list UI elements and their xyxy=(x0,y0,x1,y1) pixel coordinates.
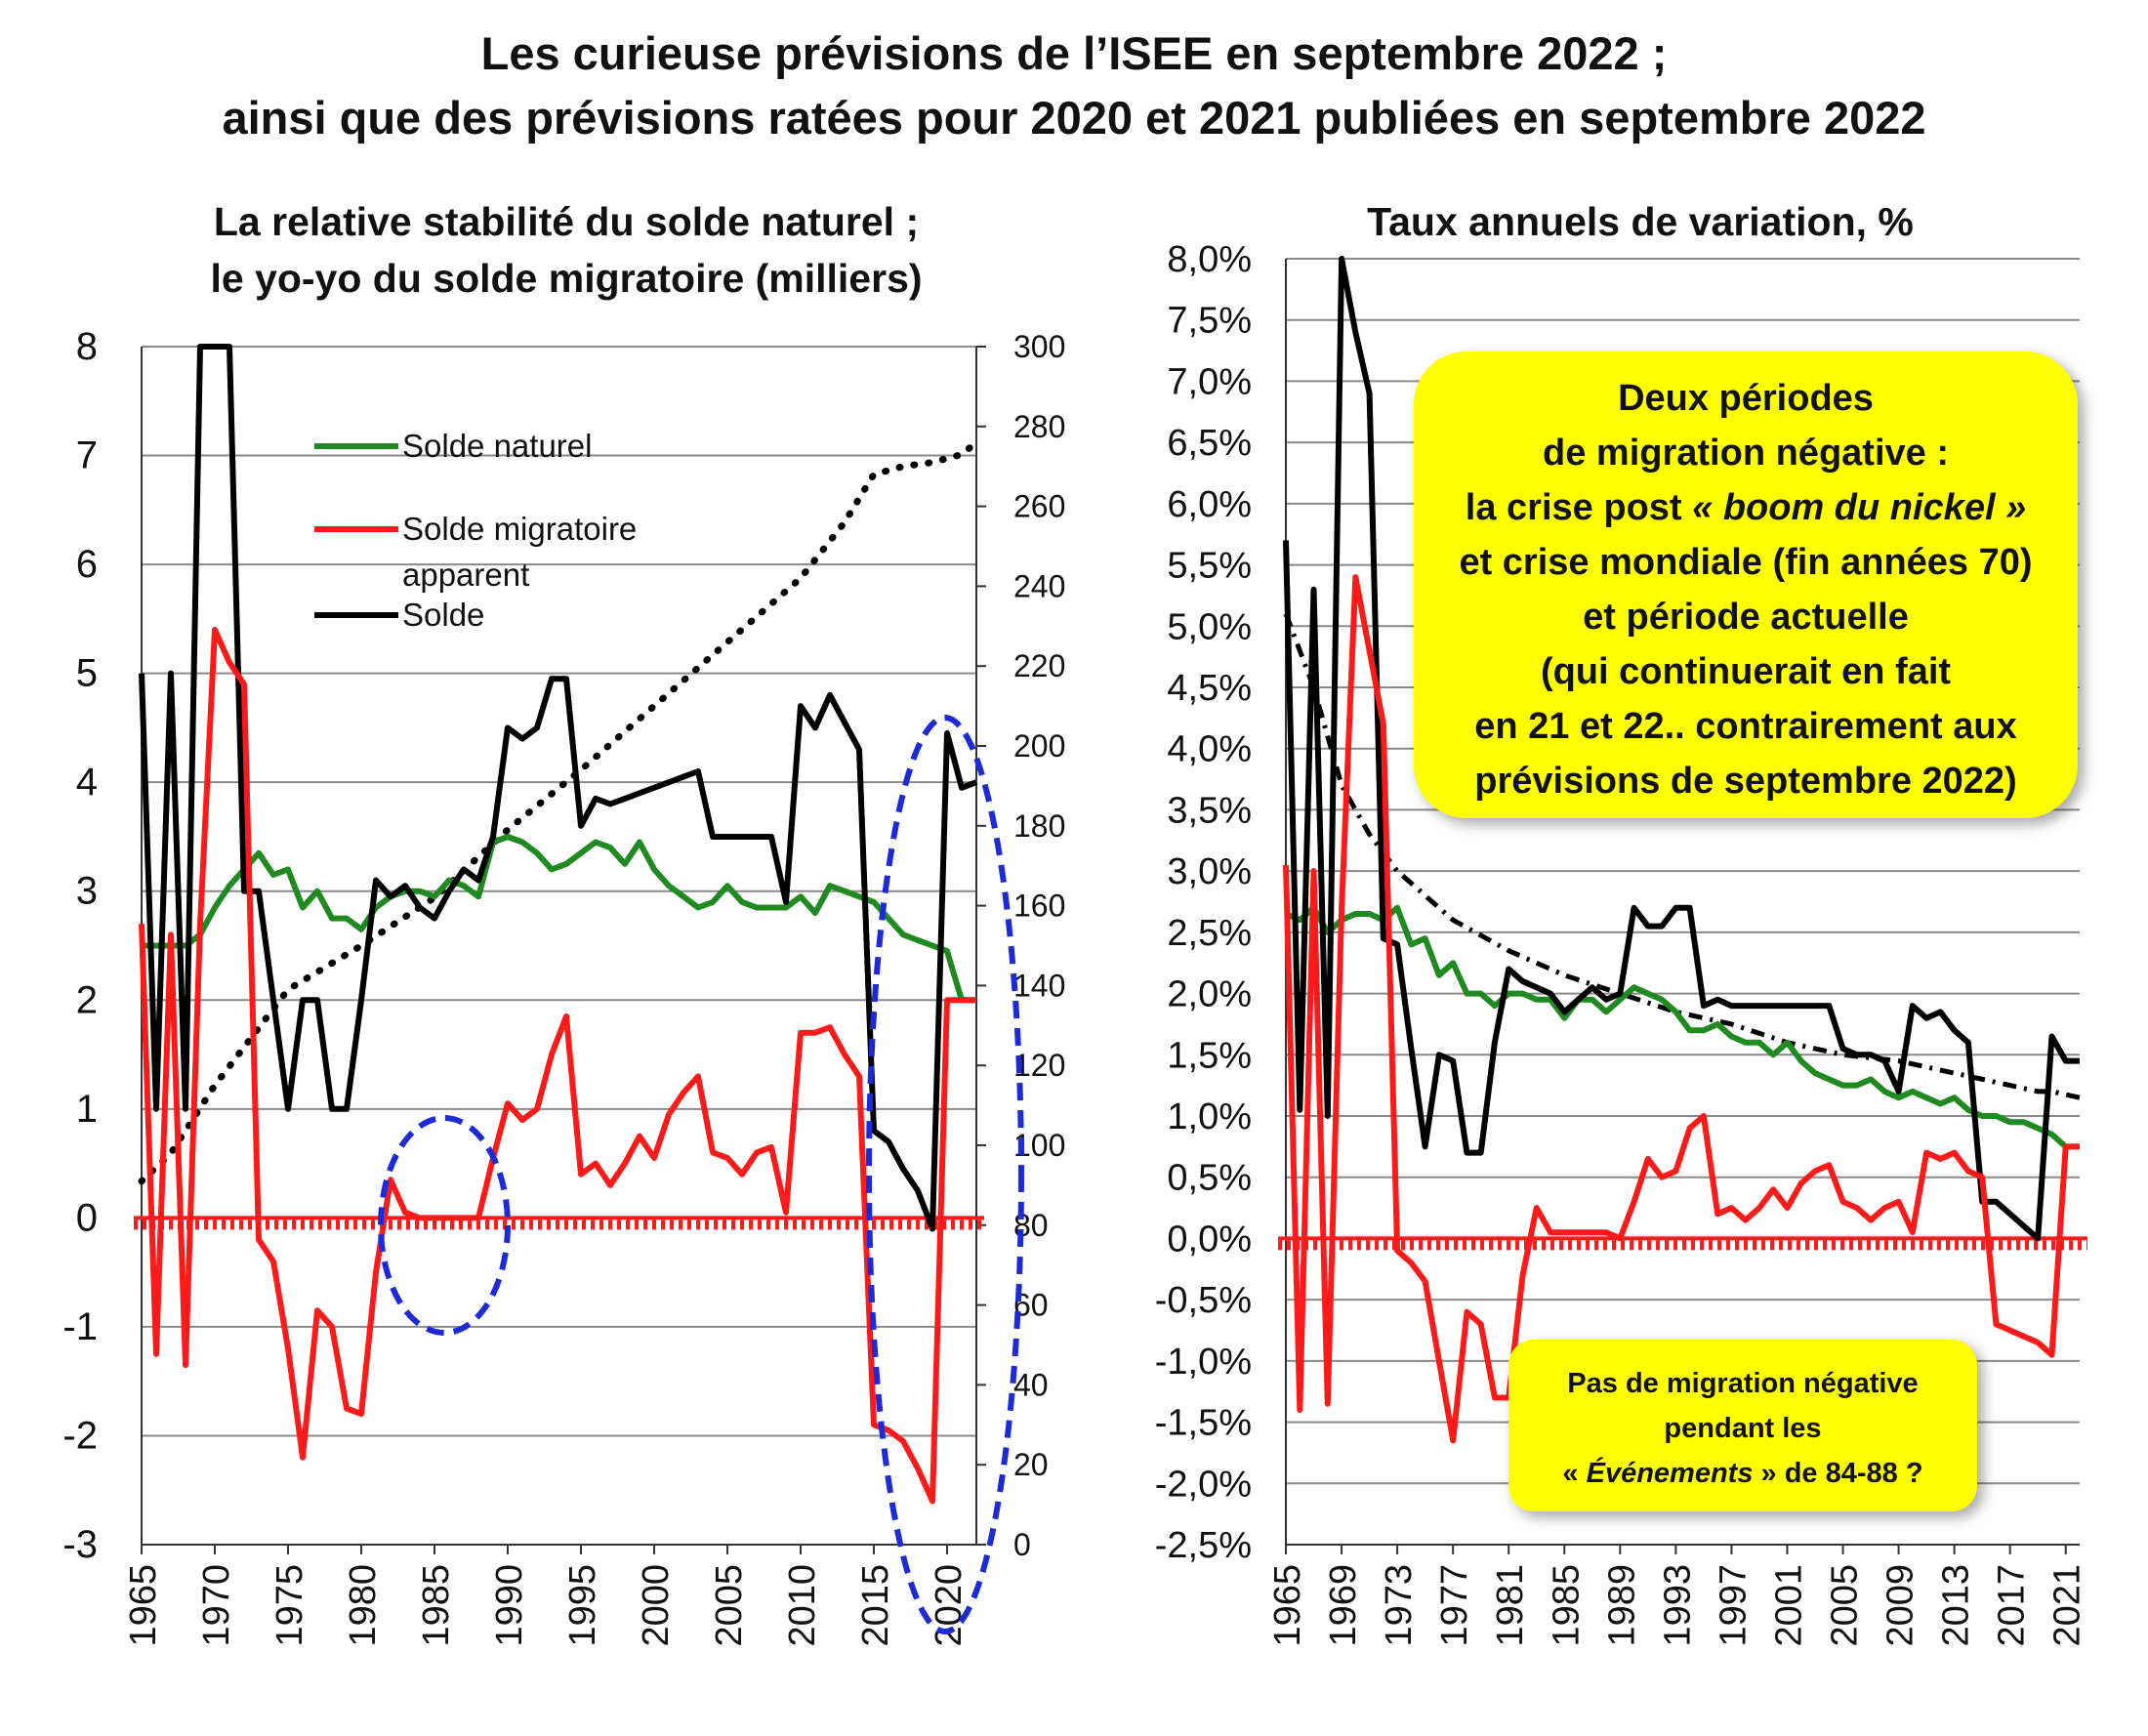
x-tick-label: 1985 xyxy=(416,1564,457,1647)
x-tick-label: 1981 xyxy=(1490,1564,1531,1647)
x-tick-label: 1989 xyxy=(1601,1564,1642,1647)
secondary-y-tick-label: 180 xyxy=(1013,808,1065,844)
y-tick-label: 3 xyxy=(76,870,98,913)
y-tick-label: 1 xyxy=(76,1088,98,1131)
y-tick-label: 4,5% xyxy=(1167,668,1252,709)
x-tick-label: 2009 xyxy=(1880,1564,1921,1647)
secondary-y-tick-label: 260 xyxy=(1013,489,1065,524)
x-tick-label: 1969 xyxy=(1323,1564,1364,1647)
y-tick-label: 0,5% xyxy=(1167,1158,1252,1199)
left-legend xyxy=(314,446,398,615)
periods-box-line: (qui continuerait en fait xyxy=(1414,644,2078,699)
secondary-y-tick-label: 160 xyxy=(1013,889,1065,924)
x-tick-label: 2010 xyxy=(782,1564,823,1647)
y-tick-label: 1,0% xyxy=(1167,1096,1252,1137)
y-tick-label: 2,5% xyxy=(1167,913,1252,954)
y-tick-label: -2,0% xyxy=(1155,1464,1252,1505)
left-series-solde-migratoire-apparent xyxy=(142,630,976,1501)
x-tick-label: 1995 xyxy=(562,1564,603,1647)
secondary-y-tick-label: 240 xyxy=(1013,568,1065,603)
periods-box-line: prévisions de septembre 2022) xyxy=(1414,754,2078,808)
secondary-y-tick-label: 140 xyxy=(1013,968,1065,1003)
events-box-line: Pas de migration négative xyxy=(1508,1361,1977,1406)
y-tick-label: 3,0% xyxy=(1167,851,1252,892)
x-tick-label: 1965 xyxy=(123,1564,164,1647)
periods-box-line: Deux périodes xyxy=(1414,371,2078,426)
events-box-line: pendant les xyxy=(1508,1406,1977,1451)
periods-annotation-box: Deux périodes de migration négative : la c… xyxy=(1414,351,2078,818)
y-tick-label: 4 xyxy=(76,761,98,804)
legend-migration-label-line2: apparent xyxy=(402,554,529,597)
y-tick-label: 8 xyxy=(76,325,98,368)
x-tick-label: 2021 xyxy=(2047,1564,2088,1647)
secondary-y-tick-label: 0 xyxy=(1013,1527,1031,1562)
events-box-line: « Événements » de 84-88 ? xyxy=(1508,1451,1977,1496)
periods-box-line: et crise mondiale (fin années 70) xyxy=(1414,535,2078,590)
x-tick-label: 2005 xyxy=(1825,1564,1866,1647)
x-tick-label: 1985 xyxy=(1546,1564,1587,1647)
x-tick-label: 1997 xyxy=(1713,1564,1754,1647)
x-tick-label: 1977 xyxy=(1434,1564,1475,1647)
y-tick-label: -1,5% xyxy=(1155,1403,1252,1444)
x-tick-label: 2020 xyxy=(929,1564,970,1647)
periods-box-emphasis: « boom du nickel » xyxy=(1692,487,2026,528)
y-tick-label: 4,0% xyxy=(1167,729,1252,770)
x-tick-label: 1970 xyxy=(196,1564,237,1647)
y-tick-label: 6,5% xyxy=(1167,423,1252,464)
left-series-solde-naturel xyxy=(142,837,976,1000)
y-tick-label: 2,0% xyxy=(1167,974,1252,1015)
secondary-y-tick-label: 20 xyxy=(1013,1447,1049,1482)
x-tick-label: 2005 xyxy=(709,1564,750,1647)
y-tick-label: 0 xyxy=(76,1196,98,1239)
periods-box-line: la crise post « boom du nickel » xyxy=(1414,480,2078,535)
x-tick-label: 2015 xyxy=(855,1564,896,1647)
events-annotation-box: Pas de migration négative pendant les « Év… xyxy=(1508,1340,1977,1511)
y-tick-label: -2,5% xyxy=(1155,1525,1252,1566)
secondary-y-tick-label: 220 xyxy=(1013,648,1065,683)
x-tick-label: 1965 xyxy=(1267,1564,1308,1647)
periods-box-line: en 21 et 22.. contrairement aux xyxy=(1414,699,2078,754)
secondary-y-tick-label: 280 xyxy=(1013,409,1065,444)
y-tick-label: -1 xyxy=(62,1305,98,1348)
y-tick-label: -3 xyxy=(62,1523,98,1566)
y-tick-label: 8,0% xyxy=(1167,239,1252,280)
events-box-emphasis: Événements xyxy=(1587,1458,1754,1489)
y-tick-label: 0,0% xyxy=(1167,1219,1252,1260)
y-tick-label: -1,0% xyxy=(1155,1342,1252,1383)
legend-migration-label: Solde migratoire xyxy=(402,508,637,551)
y-tick-label: 7,0% xyxy=(1167,361,1252,402)
right-series-solde-naturel xyxy=(1286,908,2080,1147)
left-series-solde xyxy=(142,347,976,1229)
secondary-y-tick-label: 300 xyxy=(1013,329,1065,364)
y-tick-label: 5 xyxy=(76,652,98,695)
legend-solde-label: Solde xyxy=(402,594,484,637)
y-tick-label: 6,0% xyxy=(1167,484,1252,525)
x-tick-label: 1990 xyxy=(489,1564,530,1647)
x-tick-label: 1975 xyxy=(269,1564,310,1647)
y-tick-label: -2 xyxy=(62,1414,98,1457)
y-tick-label: 7 xyxy=(76,434,98,477)
x-tick-label: 1980 xyxy=(343,1564,384,1647)
y-tick-label: 5,5% xyxy=(1167,546,1252,587)
secondary-y-tick-label: 40 xyxy=(1013,1367,1049,1402)
left-series-population-milliers- xyxy=(142,442,976,1181)
y-tick-label: 7,5% xyxy=(1167,301,1252,342)
y-tick-label: 2 xyxy=(76,978,98,1021)
secondary-y-tick-label: 200 xyxy=(1013,728,1065,764)
x-tick-label: 2000 xyxy=(636,1564,677,1647)
y-tick-label: -0,5% xyxy=(1155,1280,1252,1321)
y-tick-label: 5,0% xyxy=(1167,606,1252,647)
x-tick-label: 2001 xyxy=(1768,1564,1809,1647)
y-tick-label: 3,5% xyxy=(1167,790,1252,831)
periods-box-line: et période actuelle xyxy=(1414,590,2078,644)
x-tick-label: 2017 xyxy=(1992,1564,2033,1647)
x-tick-label: 1973 xyxy=(1379,1564,1420,1647)
legend-natural-label: Solde naturel xyxy=(402,425,592,468)
periods-box-line: de migration négative : xyxy=(1414,426,2078,480)
y-tick-label: 6 xyxy=(76,543,98,586)
x-tick-label: 2013 xyxy=(1936,1564,1977,1647)
y-tick-label: 1,5% xyxy=(1167,1035,1252,1076)
x-tick-label: 1993 xyxy=(1657,1564,1698,1647)
